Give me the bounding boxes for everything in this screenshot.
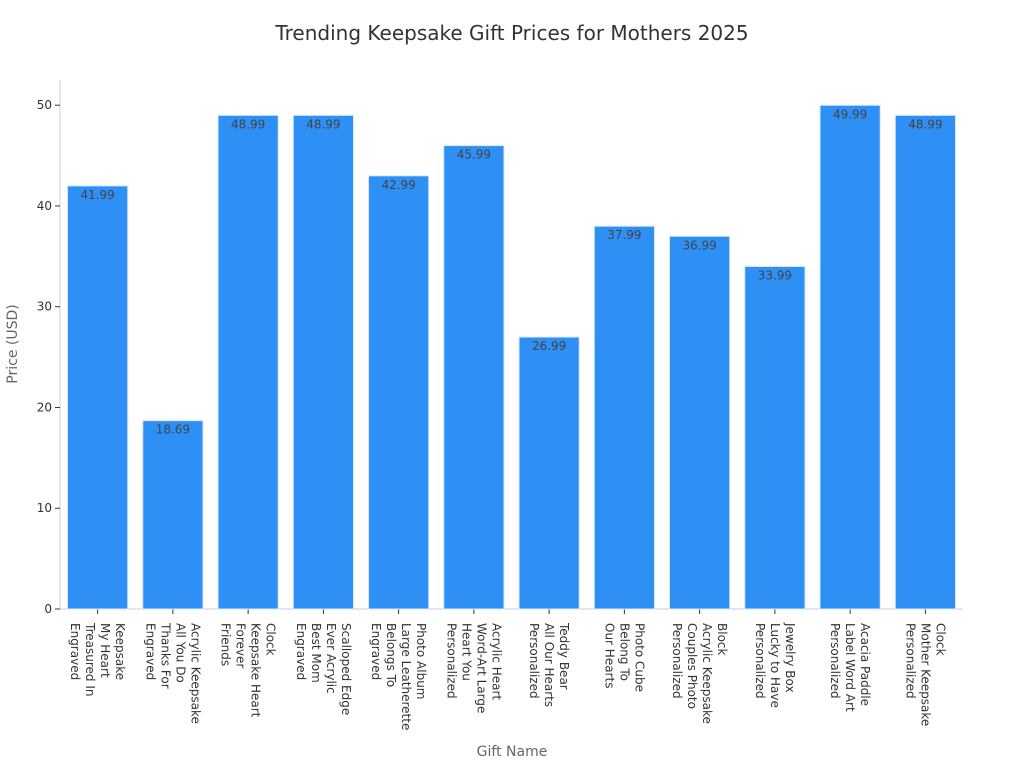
x-tick-label-line: Photo Album [414,623,428,700]
x-tick-label-line: Engraved [143,623,157,680]
bar [142,420,204,610]
bar-value-label: 26.99 [532,339,566,353]
x-tick-label-line: All Our Hearts [542,623,556,707]
x-tick-label: Personalized Mother Keepsake Clock [903,623,947,726]
x-tick-label-line: Forever [234,623,248,668]
x-tick-label-line: Thanks For [158,622,172,689]
bar [67,185,129,610]
x-tick-label: Personalized Lucky to Have Jewelry Box [753,622,797,708]
x-tick-label-line: Engraved [294,623,308,680]
y-tick-label: 10 [37,501,52,515]
category-labels: Engraved Treasured In My Heart Keepsake Engr… [68,622,947,730]
bar-value-label: 48.99 [231,117,265,131]
x-tick-label-line: Label Word Art [843,623,857,712]
bar-value-labels: 41.99 18.69 48.99 48.99 42.99 45.99 26.99 37.99… [80,107,942,436]
x-tick-label: Engraved Belongs To Large Leatherette Photo… [369,623,428,730]
y-axis-title: Price (USD) [5,304,21,383]
y-tick-label: 30 [37,300,52,314]
bar [217,114,279,610]
x-tick-label-line: Jewelry Box [783,622,797,693]
x-tick-label-line: Couples Photo [685,623,699,709]
bar [443,145,505,610]
x-tick-label-line: Scalloped Edge [339,623,353,715]
bar-value-label: 49.99 [833,107,867,121]
bar-value-label: 36.99 [682,238,716,252]
x-tick-label-line: Treasured In [83,622,97,696]
x-tick-label-line: Acacia Paddle [858,623,872,706]
x-tick-label-line: All You Do [173,623,187,683]
x-tick-label-line: Engraved [369,623,383,680]
x-tick-label-line: Ever Acrylic [324,623,338,694]
x-tick-label-line: Personalized [444,623,458,699]
bar-value-label: 48.99 [306,117,340,131]
x-tick-label-line: Personalized [527,623,541,699]
bar [894,114,956,610]
x-tick-label-line: Acrylic Heart [489,623,503,700]
x-axis-title: Gift Name [477,744,548,760]
x-tick-label-line: Belongs To [384,623,398,687]
bar [593,225,655,610]
x-tick-label-line: Clock [264,623,278,656]
x-axis [60,608,963,614]
bars [67,104,956,610]
x-tick-label-line: Mother Keepsake [918,623,932,726]
bar-value-label: 48.99 [908,117,942,131]
x-tick-label: Personalized Label Word Art Acacia Paddle [828,623,872,712]
x-tick-label-line: Personalized [753,623,767,699]
x-tick-label: Friends Forever Keepsake Heart Clock [219,623,278,718]
x-tick-label-line: Keepsake Heart [249,623,263,718]
x-tick-label-line: Clock [933,623,947,656]
y-tick-label: 20 [37,400,52,414]
x-tick-label-line: Personalized [903,623,917,699]
x-tick-label-line: Photo Cube [632,623,646,692]
x-tick-label: Our Hearts Belong To Photo Cube [602,623,646,692]
x-tick-label-line: Engraved [68,623,82,680]
x-tick-label-line: Belong To [617,623,631,681]
x-tick-label: Engraved Best Mom Ever Acrylic Scalloped Ed… [294,623,353,715]
y-tick-label: 50 [37,98,52,112]
x-tick-label-line: Personalized [670,623,684,699]
x-tick-label: Personalized Heart You Word-Art Large Acryl… [444,623,503,713]
bar-value-label: 42.99 [381,178,415,192]
bar [819,104,881,610]
chart-title: Trending Keepsake Gift Prices for Mother… [274,21,748,45]
x-tick-label-line: Lucky to Have [768,623,782,708]
x-tick-label-line: Heart You [459,623,473,681]
bar-value-label: 33.99 [758,269,792,283]
y-axis: 0 10 20 30 40 50 [37,80,61,616]
x-tick-label-line: Friends [219,623,233,666]
bar [292,114,354,610]
bar [669,235,731,610]
x-tick-label: Engraved Thanks For All You Do Acrylic Keep… [143,622,202,724]
bar-value-label: 37.99 [607,228,641,242]
x-tick-label-line: Our Hearts [602,623,616,688]
bar [368,175,430,610]
x-tick-label-line: Teddy Bear [557,622,571,690]
bar [744,266,806,610]
x-tick-label-line: Acrylic Keepsake [188,623,202,724]
x-tick-label-line: Acrylic Keepsake [700,623,714,724]
bar-value-label: 41.99 [80,188,114,202]
x-tick-label-line: Large Leatherette [399,623,413,730]
bar-value-label: 45.99 [457,148,491,162]
x-tick-label-line: Word-Art Large [474,623,488,713]
bar-value-label: 18.69 [156,423,190,437]
bar [518,336,580,610]
x-tick-label: Engraved Treasured In My Heart Keepsake [68,622,127,696]
x-tick-label: Personalized All Our Hearts Teddy Bear [527,622,571,707]
y-tick-label: 0 [44,602,52,616]
y-tick-label: 40 [37,199,52,213]
x-tick-label-line: My Heart [98,623,112,678]
x-tick-label: Personalized Couples Photo Acrylic Keepsak… [670,623,729,724]
x-tick-label-line: Personalized [828,623,842,699]
x-tick-label-line: Block [715,623,729,656]
x-tick-label-line: Keepsake [113,623,127,680]
x-tick-label-line: Best Mom [309,623,323,683]
